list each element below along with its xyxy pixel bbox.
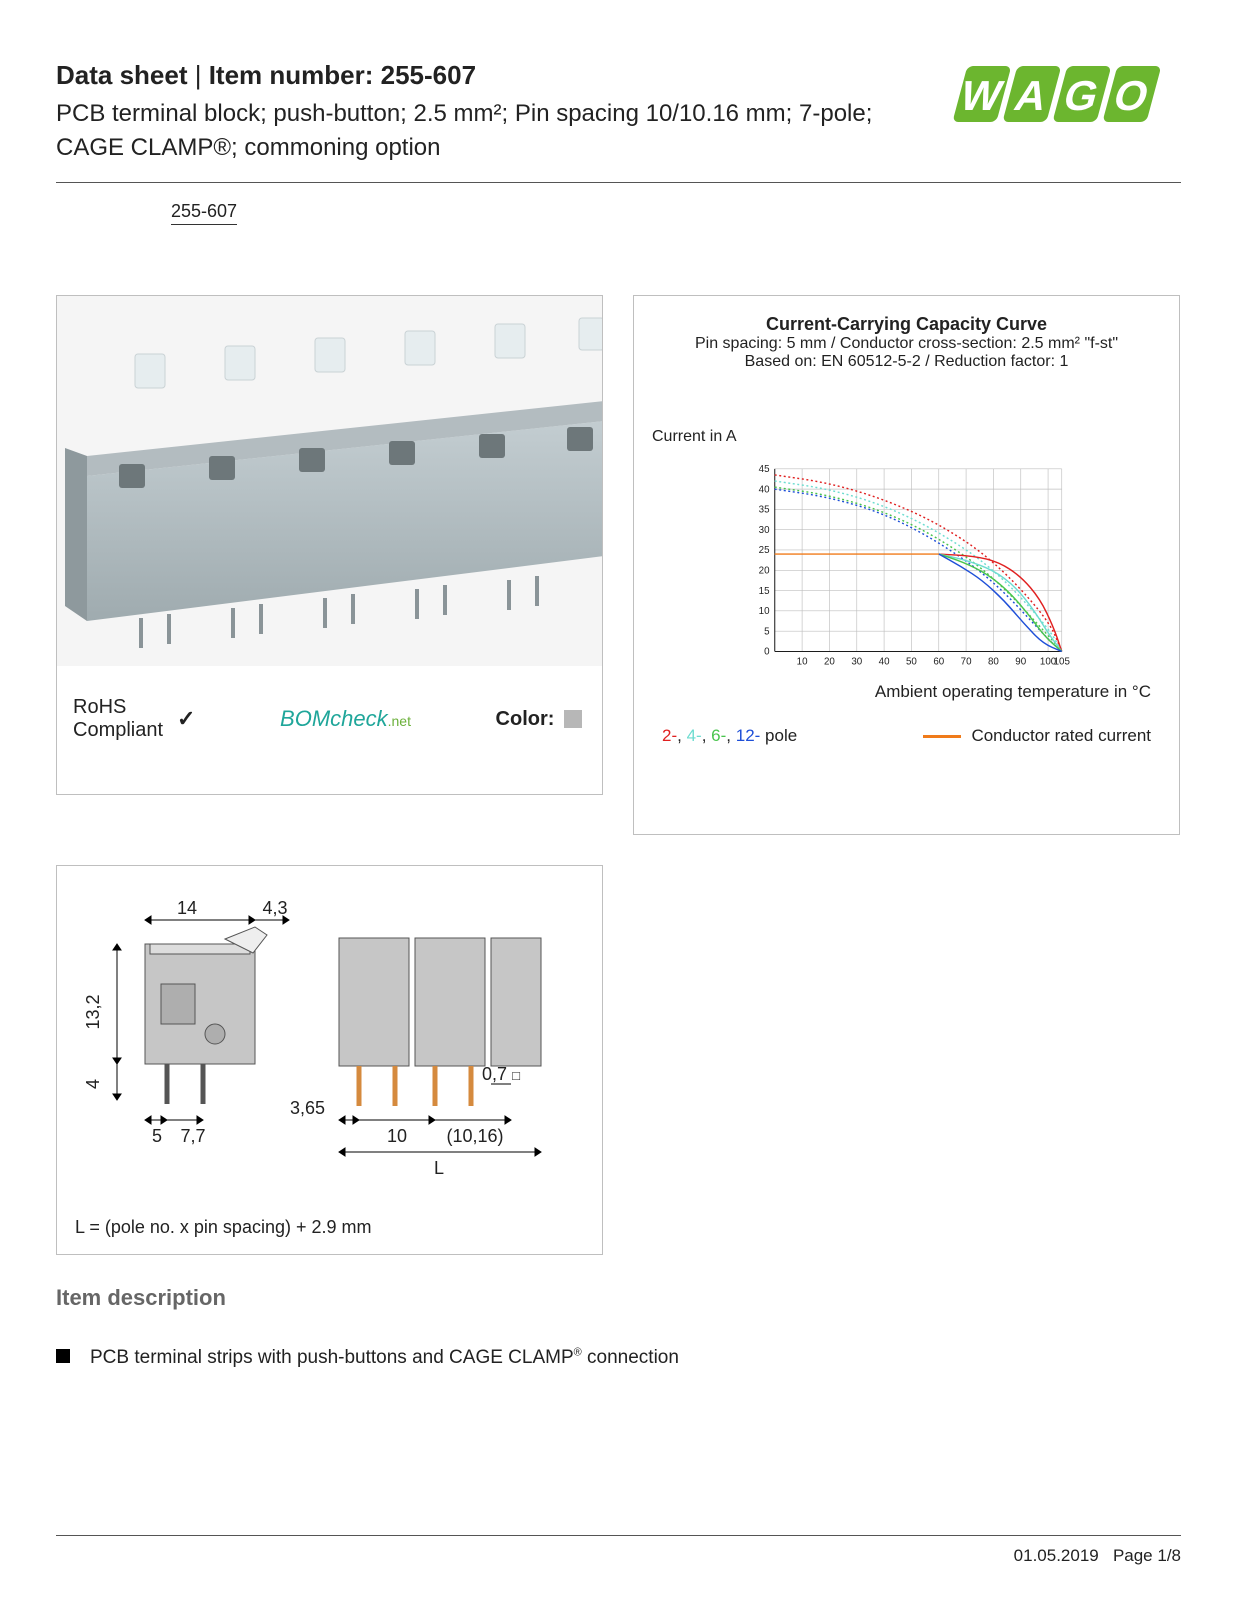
svg-text:20: 20 bbox=[759, 566, 770, 577]
svg-text:W: W bbox=[955, 73, 1008, 120]
svg-text:40: 40 bbox=[759, 485, 770, 496]
item-label: Item number: bbox=[209, 60, 374, 90]
legend-2p: 2- bbox=[662, 726, 677, 745]
bullet-icon bbox=[56, 1349, 70, 1363]
rohs-l2: Compliant bbox=[73, 719, 163, 742]
footer-page: Page 1/8 bbox=[1113, 1546, 1181, 1565]
legend-rated-text: Conductor rated current bbox=[971, 726, 1151, 745]
dim-t: 4,3 bbox=[262, 898, 287, 918]
bullet-text: PCB terminal strips with push-buttons an… bbox=[90, 1341, 679, 1375]
ds-prefix: Data sheet bbox=[56, 60, 188, 90]
dimension-drawing: 14 4,3 13,2 4 5 7,7 bbox=[75, 884, 585, 1184]
dim-off: 3,65 bbox=[290, 1098, 325, 1118]
chart-sub2: Based on: EN 60512-5-2 / Reduction facto… bbox=[634, 353, 1179, 371]
footer: 01.05.2019 Page 1/8 bbox=[56, 1535, 1181, 1566]
svg-text:5: 5 bbox=[764, 627, 770, 638]
legend-6p: 6- bbox=[711, 726, 726, 745]
rohs-l1: RoHS bbox=[73, 696, 163, 719]
svg-text:40: 40 bbox=[879, 657, 890, 668]
color-indicator: Color: bbox=[496, 708, 582, 731]
header-desc: PCB terminal block; push-button; 2.5 mm²… bbox=[56, 97, 911, 164]
legend-poles: 2-, 4-, 6-, 12- pole bbox=[662, 726, 797, 746]
header-line1: Data sheet | Item number: 255-607 bbox=[56, 60, 911, 91]
legend-rated: Conductor rated current bbox=[923, 726, 1151, 746]
svg-text:60: 60 bbox=[933, 657, 944, 668]
header-bar: Data sheet | Item number: 255-607 PCB te… bbox=[56, 60, 1181, 183]
svg-text:20: 20 bbox=[824, 657, 835, 668]
chart-panel: Current-Carrying Capacity Curve Pin spac… bbox=[633, 295, 1180, 835]
check-icon: ✓ bbox=[177, 706, 195, 732]
svg-text:45: 45 bbox=[759, 464, 770, 475]
legend-4p: 4- bbox=[687, 726, 702, 745]
legend-12p: 12- bbox=[736, 726, 761, 745]
bomcheck-net: .net bbox=[388, 713, 411, 729]
item-no: 255-607 bbox=[381, 60, 476, 90]
dim-caption: L = (pole no. x pin spacing) + 2.9 mm bbox=[75, 1217, 372, 1238]
wago-logo: W A G O bbox=[931, 60, 1181, 130]
dim-b: 4 bbox=[83, 1079, 103, 1089]
dimension-panel: 14 4,3 13,2 4 5 7,7 bbox=[56, 865, 603, 1255]
dim-len: L bbox=[434, 1158, 444, 1178]
svg-text:70: 70 bbox=[961, 657, 972, 668]
bomcheck-logo: BOMcheck.net bbox=[280, 706, 411, 732]
ds-sep: | bbox=[188, 60, 209, 90]
chart-sub1: Pin spacing: 5 mm / Conductor cross-sect… bbox=[634, 335, 1179, 353]
svg-text:10: 10 bbox=[797, 657, 808, 668]
dim-h: 13,2 bbox=[83, 995, 103, 1030]
dim-p1: 10 bbox=[387, 1126, 407, 1146]
dim-s2: 7,7 bbox=[180, 1126, 205, 1146]
color-label: Color: bbox=[496, 708, 555, 730]
chart-legend: 2-, 4-, 6-, 12- pole Conductor rated cur… bbox=[634, 726, 1179, 746]
item-link[interactable]: 255-607 bbox=[171, 201, 237, 225]
capacity-chart: 0510152025303540451020304050607080901001… bbox=[634, 371, 1181, 671]
bullet-item: PCB terminal strips with push-buttons an… bbox=[56, 1341, 1181, 1375]
legend-pole-word: pole bbox=[760, 726, 797, 745]
footer-date: 01.05.2019 bbox=[1014, 1546, 1099, 1565]
bomcheck-text: BOMcheck bbox=[280, 706, 388, 731]
svg-text:30: 30 bbox=[759, 525, 770, 536]
rohs-compliant: RoHS Compliant ✓ bbox=[73, 696, 195, 742]
color-swatch bbox=[564, 710, 582, 728]
product-panel: RoHS Compliant ✓ BOMcheck.net Color: bbox=[56, 295, 603, 795]
svg-text:50: 50 bbox=[906, 657, 917, 668]
svg-text:10: 10 bbox=[759, 606, 770, 617]
dim-s1: 5 bbox=[152, 1126, 162, 1146]
svg-text:25: 25 bbox=[759, 545, 770, 556]
section-heading: Item description bbox=[56, 1285, 1181, 1311]
legend-bar-icon bbox=[923, 735, 961, 738]
svg-text:80: 80 bbox=[988, 657, 999, 668]
chart-title: Current-Carrying Capacity Curve bbox=[634, 314, 1179, 335]
svg-text:105: 105 bbox=[1054, 657, 1071, 668]
dim-w: 14 bbox=[177, 898, 197, 918]
svg-text:35: 35 bbox=[759, 505, 770, 516]
chart-ylabel: Current in A bbox=[652, 428, 736, 446]
dim-p2: (10,16) bbox=[446, 1126, 503, 1146]
dim-pin: 0,7 □ bbox=[482, 1064, 520, 1084]
product-image bbox=[57, 296, 602, 666]
svg-text:90: 90 bbox=[1015, 657, 1026, 668]
svg-text:30: 30 bbox=[851, 657, 862, 668]
chart-xlabel: Ambient operating temperature in °C bbox=[634, 682, 1179, 702]
svg-text:0: 0 bbox=[764, 647, 770, 658]
svg-text:15: 15 bbox=[759, 586, 770, 597]
